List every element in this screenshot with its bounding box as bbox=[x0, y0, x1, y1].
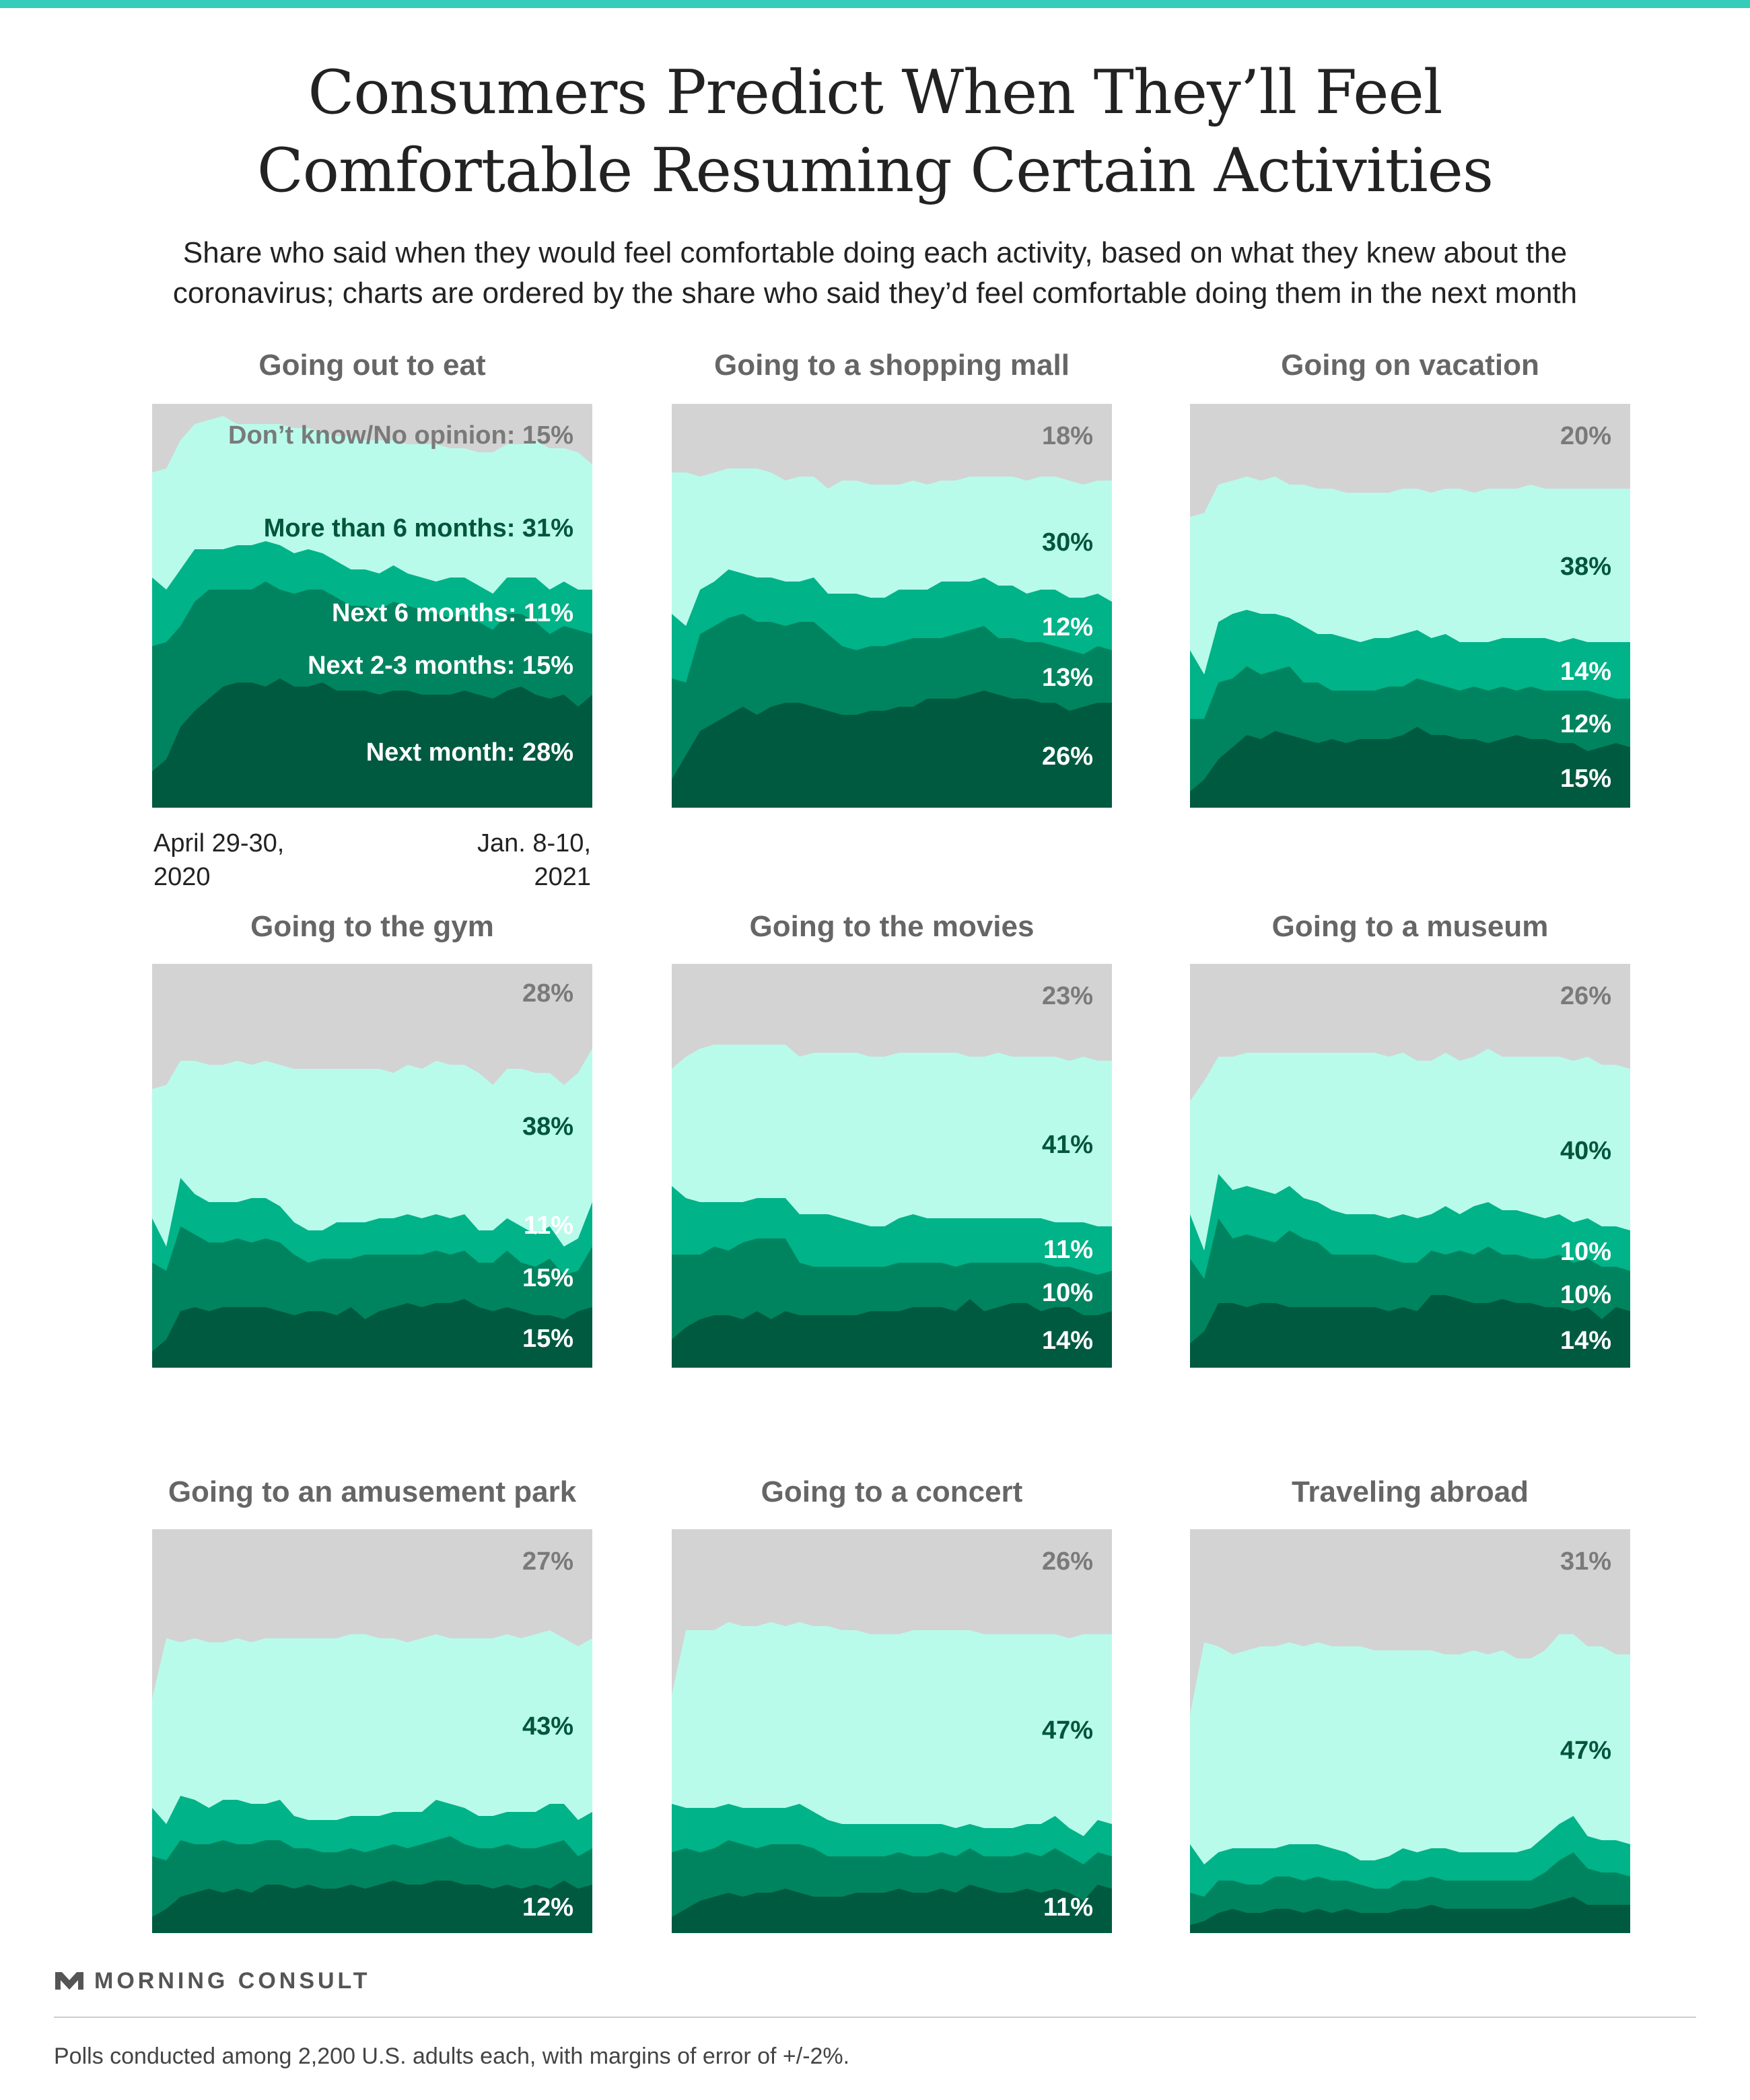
stacked-area-chart: 26% 13% 12% 30% 18% bbox=[672, 404, 1112, 808]
panel-title: Going to the movies bbox=[749, 910, 1035, 943]
label-next-month: 26% bbox=[1042, 742, 1093, 771]
label-next-6-months: Next 6 months: 11% bbox=[332, 599, 573, 627]
label-next-month: 11% bbox=[1043, 1893, 1093, 1922]
brand-logo: MORNING CONSULT bbox=[54, 1964, 371, 1998]
label-dont-know: 31% bbox=[1560, 1547, 1611, 1576]
label-next-month: Next month: 28% bbox=[366, 738, 573, 767]
label-dont-know: 20% bbox=[1560, 422, 1611, 450]
label-next-month: 15% bbox=[1560, 765, 1611, 793]
label-next-2-3-months: 10% bbox=[1042, 1279, 1093, 1307]
label-more-than-6-months: 40% bbox=[1560, 1137, 1611, 1165]
label-next-6-months: 14% bbox=[1560, 658, 1611, 686]
label-next-6-months: 11% bbox=[524, 1212, 573, 1240]
label-dont-know: 27% bbox=[522, 1547, 573, 1576]
x-axis-end-line-1: Jan. 8-10, bbox=[477, 829, 591, 858]
label-next-2-3-months: 13% bbox=[1042, 664, 1093, 692]
area-next-month bbox=[672, 1885, 1112, 1933]
stacked-area-chart: 14% 10% 11% 41% 23% bbox=[672, 964, 1112, 1368]
label-dont-know: 26% bbox=[1042, 1547, 1093, 1576]
label-next-month: 14% bbox=[1042, 1327, 1093, 1355]
morning-consult-logo-icon bbox=[55, 1972, 83, 1990]
x-axis-start-line-1: April 29-30, bbox=[153, 829, 285, 858]
stacked-area-chart: 15% 15% 11% 38% 28% bbox=[152, 964, 592, 1368]
panel-title: Going to an amusement park bbox=[168, 1475, 577, 1508]
label-more-than-6-months: 30% bbox=[1042, 528, 1093, 557]
label-dont-know: 18% bbox=[1042, 422, 1093, 450]
area-next-month bbox=[1190, 727, 1630, 808]
label-more-than-6-months: 47% bbox=[1042, 1716, 1093, 1745]
panel-title: Going on vacation bbox=[1281, 349, 1539, 382]
panel-title: Going to the gym bbox=[250, 910, 494, 943]
label-next-6-months: 12% bbox=[1042, 613, 1093, 641]
subtitle-line-2: coronavirus; charts are ordered by the s… bbox=[172, 277, 1578, 310]
footer-divider bbox=[54, 2017, 1696, 2018]
area-next-month bbox=[672, 1299, 1112, 1368]
stacked-area-chart: 47% 31% bbox=[1190, 1529, 1630, 1933]
x-axis-end-line-2: 2021 bbox=[534, 863, 591, 891]
label-next-2-3-months: Next 2-3 months: 15% bbox=[308, 652, 573, 680]
label-dont-know: 28% bbox=[522, 979, 573, 1008]
stacked-area-chart: 14% 10% 10% 40% 26% bbox=[1190, 964, 1630, 1368]
area-next-month bbox=[1190, 1897, 1630, 1933]
label-next-6-months: 11% bbox=[1043, 1236, 1093, 1264]
panel-title: Going to a museum bbox=[1271, 910, 1549, 943]
panel-title: Going to a shopping mall bbox=[714, 349, 1070, 382]
area-next-month bbox=[152, 1299, 592, 1368]
panel-title: Going to a concert bbox=[761, 1475, 1023, 1508]
label-more-than-6-months: 38% bbox=[522, 1113, 573, 1141]
label-next-month: 12% bbox=[522, 1893, 573, 1922]
page-title: Consumers Predict When They’ll Feel Comf… bbox=[0, 54, 1750, 210]
label-more-than-6-months: 41% bbox=[1042, 1131, 1093, 1159]
label-next-2-3-months: 15% bbox=[522, 1264, 573, 1292]
panel-title: Traveling abroad bbox=[1291, 1475, 1529, 1508]
stacked-area-chart: Next month: 28% Next 2-3 months: 15% Next … bbox=[152, 404, 592, 808]
label-dont-know: Don’t know/No opinion: 15% bbox=[228, 421, 573, 450]
label-next-month: 15% bbox=[522, 1325, 573, 1353]
x-axis-end-label: Jan. 8-10, 2021 bbox=[390, 827, 591, 894]
label-dont-know: 23% bbox=[1042, 982, 1093, 1010]
x-axis-start-label: April 29-30, 2020 bbox=[153, 827, 284, 894]
label-more-than-6-months: 47% bbox=[1560, 1737, 1611, 1765]
panel-title: Going out to eat bbox=[258, 349, 486, 382]
stacked-area-chart: 12% 43% 27% bbox=[152, 1529, 592, 1933]
x-axis-start-line-2: 2020 bbox=[153, 863, 211, 891]
area-next-month bbox=[1190, 1295, 1630, 1368]
brand-name: MORNING CONSULT bbox=[94, 1967, 371, 1994]
top-accent-bar bbox=[0, 0, 1750, 8]
label-next-2-3-months: 12% bbox=[1560, 710, 1611, 738]
label-next-6-months: 10% bbox=[1560, 1238, 1611, 1266]
title-line-1: Consumers Predict When They’ll Feel bbox=[308, 57, 1442, 128]
subtitle: Share who said when they would feel comf… bbox=[40, 233, 1710, 314]
label-more-than-6-months: 38% bbox=[1560, 553, 1611, 581]
area-next-month bbox=[152, 1881, 592, 1933]
label-dont-know: 26% bbox=[1560, 982, 1611, 1010]
label-more-than-6-months: 43% bbox=[522, 1712, 573, 1741]
footnote: Polls conducted among 2,200 U.S. adults … bbox=[54, 2043, 850, 2069]
area-next-month bbox=[152, 678, 592, 808]
title-line-2: Comfortable Resuming Certain Activities bbox=[256, 135, 1494, 206]
stacked-area-chart: 15% 12% 14% 38% 20% bbox=[1190, 404, 1630, 808]
label-more-than-6-months: More than 6 months: 31% bbox=[264, 514, 573, 542]
label-next-month: 14% bbox=[1560, 1327, 1611, 1355]
area-next-month bbox=[672, 691, 1112, 808]
stacked-area-chart: 11% 47% 26% bbox=[672, 1529, 1112, 1933]
subtitle-line-1: Share who said when they would feel comf… bbox=[182, 236, 1568, 269]
label-next-2-3-months: 10% bbox=[1560, 1281, 1611, 1309]
